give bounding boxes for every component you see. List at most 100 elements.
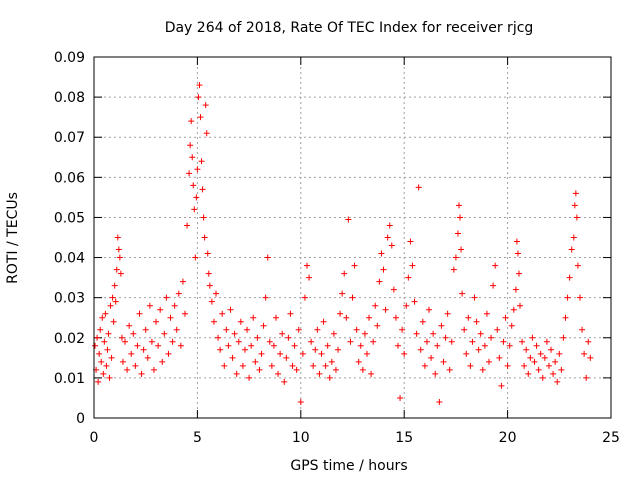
data-point (564, 294, 571, 301)
data-point (161, 330, 168, 337)
data-point (142, 326, 149, 333)
data-point (256, 366, 263, 373)
data-point (250, 314, 257, 321)
y-tick-label: 0.09 (54, 50, 85, 66)
data-point (293, 366, 300, 373)
data-point (537, 350, 544, 357)
data-point (314, 326, 321, 333)
data-point (430, 330, 437, 337)
data-point (113, 266, 120, 273)
data-point (177, 342, 184, 349)
data-point (543, 338, 550, 345)
data-point (463, 350, 470, 357)
data-point (246, 374, 253, 381)
data-point (399, 326, 406, 333)
data-point (490, 282, 497, 289)
data-point (98, 358, 105, 365)
data-point (579, 326, 586, 333)
data-point (239, 362, 246, 369)
data-point (308, 338, 315, 345)
y-tick-label: 0.07 (54, 130, 85, 146)
data-point (289, 362, 296, 369)
data-point (405, 274, 412, 281)
data-point (184, 222, 191, 229)
data-point (363, 350, 370, 357)
data-point (194, 166, 201, 173)
data-point (225, 342, 232, 349)
data-point (167, 314, 174, 321)
data-point (195, 94, 202, 101)
data-point (208, 298, 215, 305)
data-point (504, 362, 511, 369)
data-point (173, 326, 180, 333)
data-point (514, 250, 521, 257)
data-point (175, 290, 182, 297)
data-point (456, 202, 463, 209)
data-point (419, 318, 426, 325)
data-point (128, 350, 135, 357)
data-point (515, 270, 522, 277)
data-point (558, 366, 565, 373)
data-point (111, 282, 118, 289)
data-point (572, 190, 579, 197)
data-point (587, 354, 594, 361)
data-point (328, 358, 335, 365)
data-point (527, 354, 534, 361)
data-point (146, 302, 153, 309)
data-point (191, 206, 198, 213)
data-point (272, 314, 279, 321)
data-point (415, 184, 422, 191)
data-point (252, 358, 259, 365)
data-point (366, 314, 373, 321)
data-point (423, 338, 430, 345)
data-point (193, 194, 200, 201)
data-point (270, 342, 277, 349)
data-point (533, 342, 540, 349)
data-point (566, 274, 573, 281)
data-point (355, 358, 362, 365)
data-point (444, 310, 451, 317)
data-point (341, 270, 348, 277)
data-point (519, 338, 526, 345)
data-point (153, 318, 160, 325)
data-point (219, 310, 226, 317)
data-point (407, 238, 414, 245)
data-point (229, 354, 236, 361)
data-point (421, 362, 428, 369)
data-point (94, 334, 101, 341)
data-point (562, 314, 569, 321)
data-point (552, 358, 559, 365)
data-point (545, 362, 552, 369)
data-point (92, 342, 99, 349)
data-point (394, 342, 401, 349)
data-point (277, 350, 284, 357)
data-point (450, 266, 457, 273)
data-point (100, 370, 107, 377)
data-point (568, 246, 575, 253)
data-point (471, 294, 478, 301)
data-point (339, 290, 346, 297)
data-point (103, 362, 110, 369)
x-tick-label: 5 (193, 430, 202, 446)
data-point (541, 354, 548, 361)
data-point (310, 362, 317, 369)
data-point (335, 346, 342, 353)
data-point (200, 214, 207, 221)
data-point (99, 314, 106, 321)
data-point (397, 394, 404, 401)
data-point (457, 214, 464, 221)
data-point (144, 354, 151, 361)
data-point (459, 290, 466, 297)
data-point (376, 278, 383, 285)
data-point (140, 346, 147, 353)
data-point (479, 366, 486, 373)
data-point (473, 318, 480, 325)
data-point (332, 366, 339, 373)
data-point (403, 302, 410, 309)
data-point (165, 350, 172, 357)
data-point (187, 142, 194, 149)
data-point (235, 338, 242, 345)
data-point (279, 330, 286, 337)
data-point (159, 358, 166, 365)
